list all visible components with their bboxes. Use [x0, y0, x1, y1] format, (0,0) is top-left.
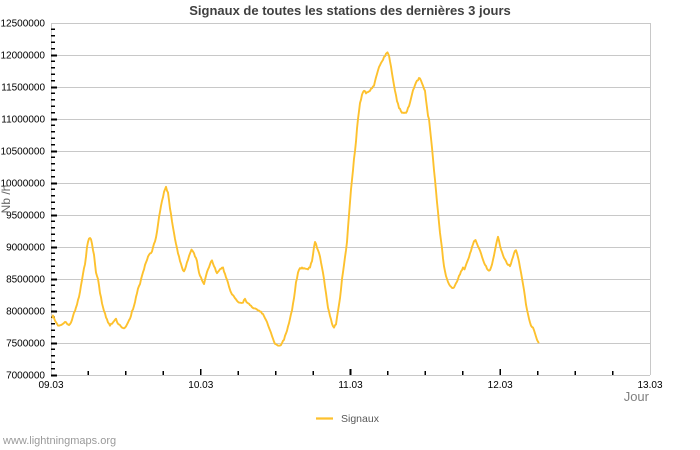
svg-text:7000000: 7000000 — [6, 371, 45, 382]
svg-text:Nb /h: Nb /h — [0, 185, 13, 214]
svg-text:11.03: 11.03 — [338, 380, 363, 391]
svg-text:www.lightningmaps.org: www.lightningmaps.org — [2, 435, 116, 447]
svg-text:10500000: 10500000 — [1, 147, 46, 158]
svg-text:7500000: 7500000 — [6, 339, 45, 350]
svg-text:10000000: 10000000 — [1, 179, 46, 190]
svg-text:9500000: 9500000 — [6, 211, 45, 222]
svg-text:12.03: 12.03 — [488, 380, 513, 391]
svg-text:Signaux de toutes les stations: Signaux de toutes les stations des derni… — [189, 3, 511, 18]
svg-text:8500000: 8500000 — [6, 275, 45, 286]
svg-text:11500000: 11500000 — [1, 83, 45, 94]
svg-text:9000000: 9000000 — [6, 243, 45, 254]
svg-text:13.03: 13.03 — [637, 380, 662, 391]
svg-text:11000000: 11000000 — [1, 115, 45, 126]
svg-text:8000000: 8000000 — [6, 307, 45, 318]
svg-text:10.03: 10.03 — [188, 380, 213, 391]
svg-text:09.03: 09.03 — [38, 380, 63, 391]
svg-text:12000000: 12000000 — [1, 51, 46, 62]
svg-text:Jour: Jour — [624, 389, 650, 404]
svg-text:12500000: 12500000 — [1, 19, 46, 30]
svg-text:Signaux: Signaux — [341, 413, 380, 425]
